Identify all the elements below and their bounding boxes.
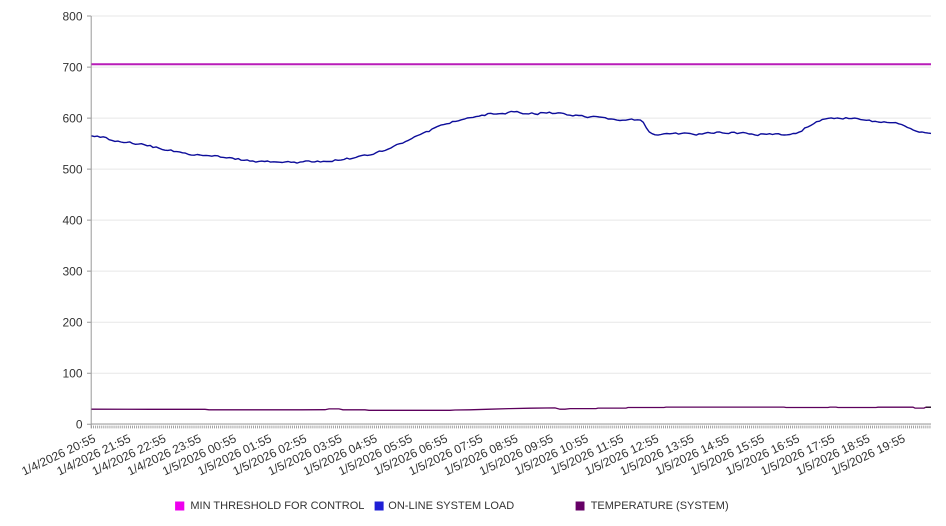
- svg-text:TEMPERATURE (SYSTEM): TEMPERATURE (SYSTEM): [591, 500, 729, 512]
- svg-text:600: 600: [62, 112, 82, 126]
- svg-text:0: 0: [76, 418, 83, 432]
- svg-text:MIN THRESHOLD FOR CONTROL: MIN THRESHOLD FOR CONTROL: [190, 500, 364, 512]
- svg-text:700: 700: [62, 61, 82, 75]
- svg-text:100: 100: [62, 367, 82, 381]
- svg-text:ON-LINE SYSTEM LOAD: ON-LINE SYSTEM LOAD: [388, 500, 514, 512]
- svg-text:500: 500: [62, 163, 82, 177]
- svg-text:400: 400: [62, 214, 82, 228]
- svg-text:800: 800: [62, 9, 82, 23]
- svg-text:200: 200: [62, 316, 82, 330]
- svg-text:300: 300: [62, 265, 82, 279]
